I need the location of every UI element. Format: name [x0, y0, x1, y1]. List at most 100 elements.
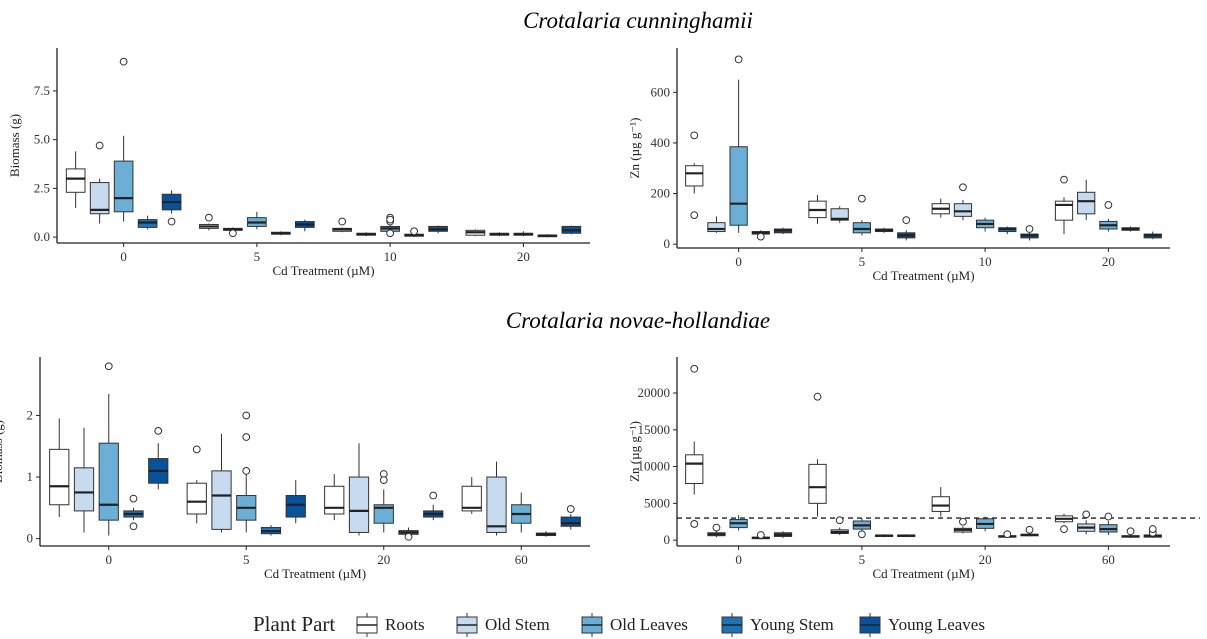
x-tick-label: 5 — [243, 552, 250, 567]
boxplot-old-leaves — [975, 217, 995, 232]
y-axis-title: Biomass (g) — [0, 420, 5, 483]
legend-item-old-leaves: Old Leaves — [581, 613, 688, 637]
boxplot-young-stem — [271, 231, 291, 236]
boxplot-old-leaves — [729, 515, 748, 531]
boxplot-old-stem — [1077, 510, 1096, 535]
x-axis-title: Cd Treatment (µM) — [272, 263, 374, 278]
box — [113, 160, 134, 213]
box — [324, 485, 345, 515]
boxplot-old-leaves — [511, 492, 532, 533]
legend-label: Young Leaves — [888, 615, 985, 634]
box — [852, 222, 872, 234]
boxplot-young-leaves — [897, 216, 916, 241]
x-tick-label: 0 — [120, 249, 127, 264]
boxplot-young-stem — [260, 525, 282, 536]
y-tick-label: 15000 — [638, 422, 671, 437]
box — [830, 208, 849, 221]
outlier-point — [1025, 525, 1034, 534]
boxplot-old-stem — [953, 517, 973, 534]
outlier-point — [1082, 510, 1091, 519]
outlier-point — [242, 411, 251, 420]
boxplot-roots — [808, 194, 827, 224]
x-tick-label: 0 — [106, 552, 113, 567]
boxplot-old-stem — [223, 227, 243, 238]
outlier-point — [129, 494, 138, 503]
boxplot-young-stem — [1121, 226, 1140, 232]
boxplot-young-stem — [874, 534, 894, 538]
boxplot-young-stem — [537, 234, 558, 238]
boxplot-young-stem — [535, 531, 557, 537]
boxplot-young-stem — [398, 527, 419, 541]
y-tick-label: 0.0 — [34, 229, 50, 244]
x-tick-label: 20 — [1102, 254, 1115, 269]
outlier-point — [242, 466, 251, 475]
boxplot-young-leaves — [1020, 525, 1039, 537]
box — [98, 442, 119, 521]
outlier-point — [429, 491, 438, 500]
boxplot-roots — [685, 131, 704, 219]
boxplot-old-leaves — [852, 518, 872, 539]
x-tick-label: 10 — [979, 254, 992, 269]
panel-novae-hollandiae-zn: 0 5000 10000 15000 20000 0 5 20 60 Cd Treatment (… — [627, 357, 1200, 581]
boxplot-old-stem — [89, 141, 110, 224]
box — [685, 454, 704, 484]
section-title-cunninghamii: Crotalaria cunninghamii — [523, 8, 753, 33]
boxplot-old-stem — [707, 523, 726, 538]
outlier-point — [95, 141, 104, 150]
x-tick-label: 0 — [735, 254, 742, 269]
outlier-point — [690, 520, 699, 528]
boxplot-roots — [685, 364, 704, 528]
boxplot-roots — [1054, 175, 1074, 235]
boxplot-old-stem — [348, 443, 370, 536]
boxplot-old-stem — [489, 232, 510, 237]
outlier-point — [857, 530, 866, 539]
boxplot-old-leaves — [98, 362, 119, 536]
box — [186, 482, 207, 515]
outlier-point — [1104, 512, 1113, 521]
boxplot-young-stem — [123, 494, 144, 531]
outlier-point — [242, 433, 251, 441]
outlier-point — [1148, 525, 1157, 533]
boxplot-roots — [461, 477, 482, 514]
box — [348, 476, 370, 533]
boxplot-young-leaves — [897, 534, 916, 538]
box — [73, 467, 95, 512]
boxplot-old-stem — [830, 206, 849, 223]
outlier-point — [119, 57, 128, 66]
outlier-point — [835, 516, 844, 525]
box — [808, 463, 827, 504]
boxplot-old-leaves — [1099, 201, 1118, 232]
boxplot-young-stem — [1121, 527, 1140, 538]
outlier-point — [1104, 201, 1113, 209]
outlier-point — [1060, 525, 1068, 533]
boxplot-young-leaves — [1143, 525, 1162, 538]
box — [953, 203, 973, 217]
outlier-point — [690, 131, 699, 140]
y-axis-title: Zn (µg g⁻¹) — [627, 421, 642, 482]
x-axis-title: Cd Treatment (µM) — [872, 566, 974, 581]
legend-title: Plant Part — [253, 612, 335, 636]
legend-label: Roots — [385, 615, 425, 634]
box — [373, 504, 394, 524]
x-tick-label: 5 — [859, 254, 866, 269]
panel-cunninghamii-biomass: 0.0 2.5 5.0 7.5 0 5 10 20 Cd Treatment (µM) Bioma… — [7, 48, 590, 278]
boxplot-young-leaves — [561, 225, 582, 235]
section-title-novae-hollandiae: Crotalaria novae-hollandiae — [506, 308, 770, 333]
y-tick-label: 400 — [651, 135, 671, 150]
outlier-point — [192, 445, 201, 454]
outlier-point — [1025, 225, 1034, 233]
boxplot-roots — [332, 217, 352, 233]
boxplot-young-stem — [751, 230, 770, 241]
outlier-point — [902, 216, 911, 225]
box — [285, 495, 306, 518]
boxplot-young-leaves — [1020, 225, 1039, 241]
outlier-point — [813, 392, 822, 401]
boxplot-roots — [324, 473, 345, 521]
outlier-point — [959, 183, 967, 192]
outlier-point — [386, 215, 395, 224]
outlier-point — [690, 211, 699, 219]
x-tick-label: 5 — [859, 552, 866, 567]
boxplot-old-stem — [707, 216, 726, 233]
